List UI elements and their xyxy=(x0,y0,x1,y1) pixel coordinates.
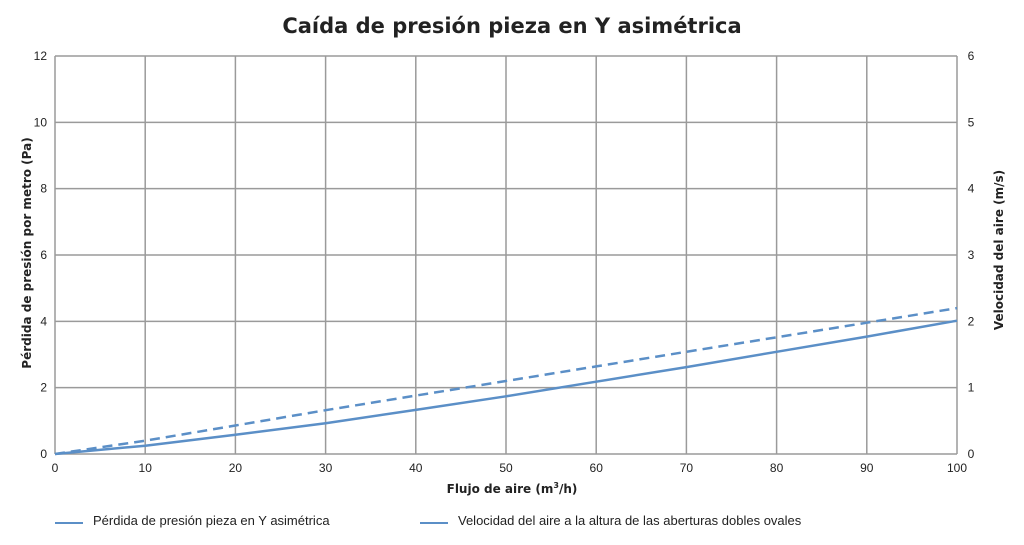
y-left-tick-label: 0 xyxy=(40,447,47,461)
y-axis-right-label: Velocidad del aire (m/s) xyxy=(992,170,1006,330)
x-tick-label: 70 xyxy=(680,461,694,475)
legend-swatch-pressure xyxy=(55,521,83,524)
grid xyxy=(54,55,958,455)
y-axis-left-label: Pérdida de presión por metro (Pa) xyxy=(20,137,34,368)
x-tick-label: 100 xyxy=(947,461,967,475)
x-tick-label: 60 xyxy=(590,461,604,475)
y-right-tick-label: 4 xyxy=(968,182,975,196)
y-right-tick-label: 6 xyxy=(968,49,975,63)
series-lines xyxy=(54,306,958,456)
chart-title: Caída de presión pieza en Y asimétrica xyxy=(282,14,742,38)
legend-swatch-velocity xyxy=(420,521,448,524)
y-right-tick-label: 3 xyxy=(968,248,975,262)
x-tick-label: 20 xyxy=(229,461,243,475)
y-right-tick-label: 0 xyxy=(968,447,975,461)
series-line-0 xyxy=(54,319,958,456)
legend-label-pressure: Pérdida de presión pieza en Y asimétrica xyxy=(93,513,330,528)
y-left-tick-label: 10 xyxy=(34,115,48,129)
legend-item-velocity: Velocidad del aire a la altura de las ab… xyxy=(420,513,801,528)
x-tick-label: 80 xyxy=(770,461,784,475)
y-right-tick-label: 1 xyxy=(968,381,975,395)
x-tick-label: 30 xyxy=(319,461,333,475)
legend-label-velocity: Velocidad del aire a la altura de las ab… xyxy=(458,513,802,528)
y-left-tick-label: 6 xyxy=(40,248,47,262)
legend-item-pressure: Pérdida de presión pieza en Y asimétrica xyxy=(55,513,330,528)
y-right-tick-label: 5 xyxy=(968,115,975,129)
x-tick-label: 40 xyxy=(409,461,423,475)
y-left-tick-label: 4 xyxy=(40,314,47,328)
x-tick-label: 10 xyxy=(139,461,153,475)
y-right-tick-label: 2 xyxy=(968,314,975,328)
x-tick-label: 0 xyxy=(52,461,59,475)
y-left-tick-label: 12 xyxy=(34,49,48,63)
y-left-tick-label: 2 xyxy=(40,381,47,395)
x-tick-label: 90 xyxy=(860,461,874,475)
series-line-1 xyxy=(54,306,958,456)
x-tick-label: 50 xyxy=(499,461,513,475)
y-left-tick-label: 8 xyxy=(40,182,47,196)
